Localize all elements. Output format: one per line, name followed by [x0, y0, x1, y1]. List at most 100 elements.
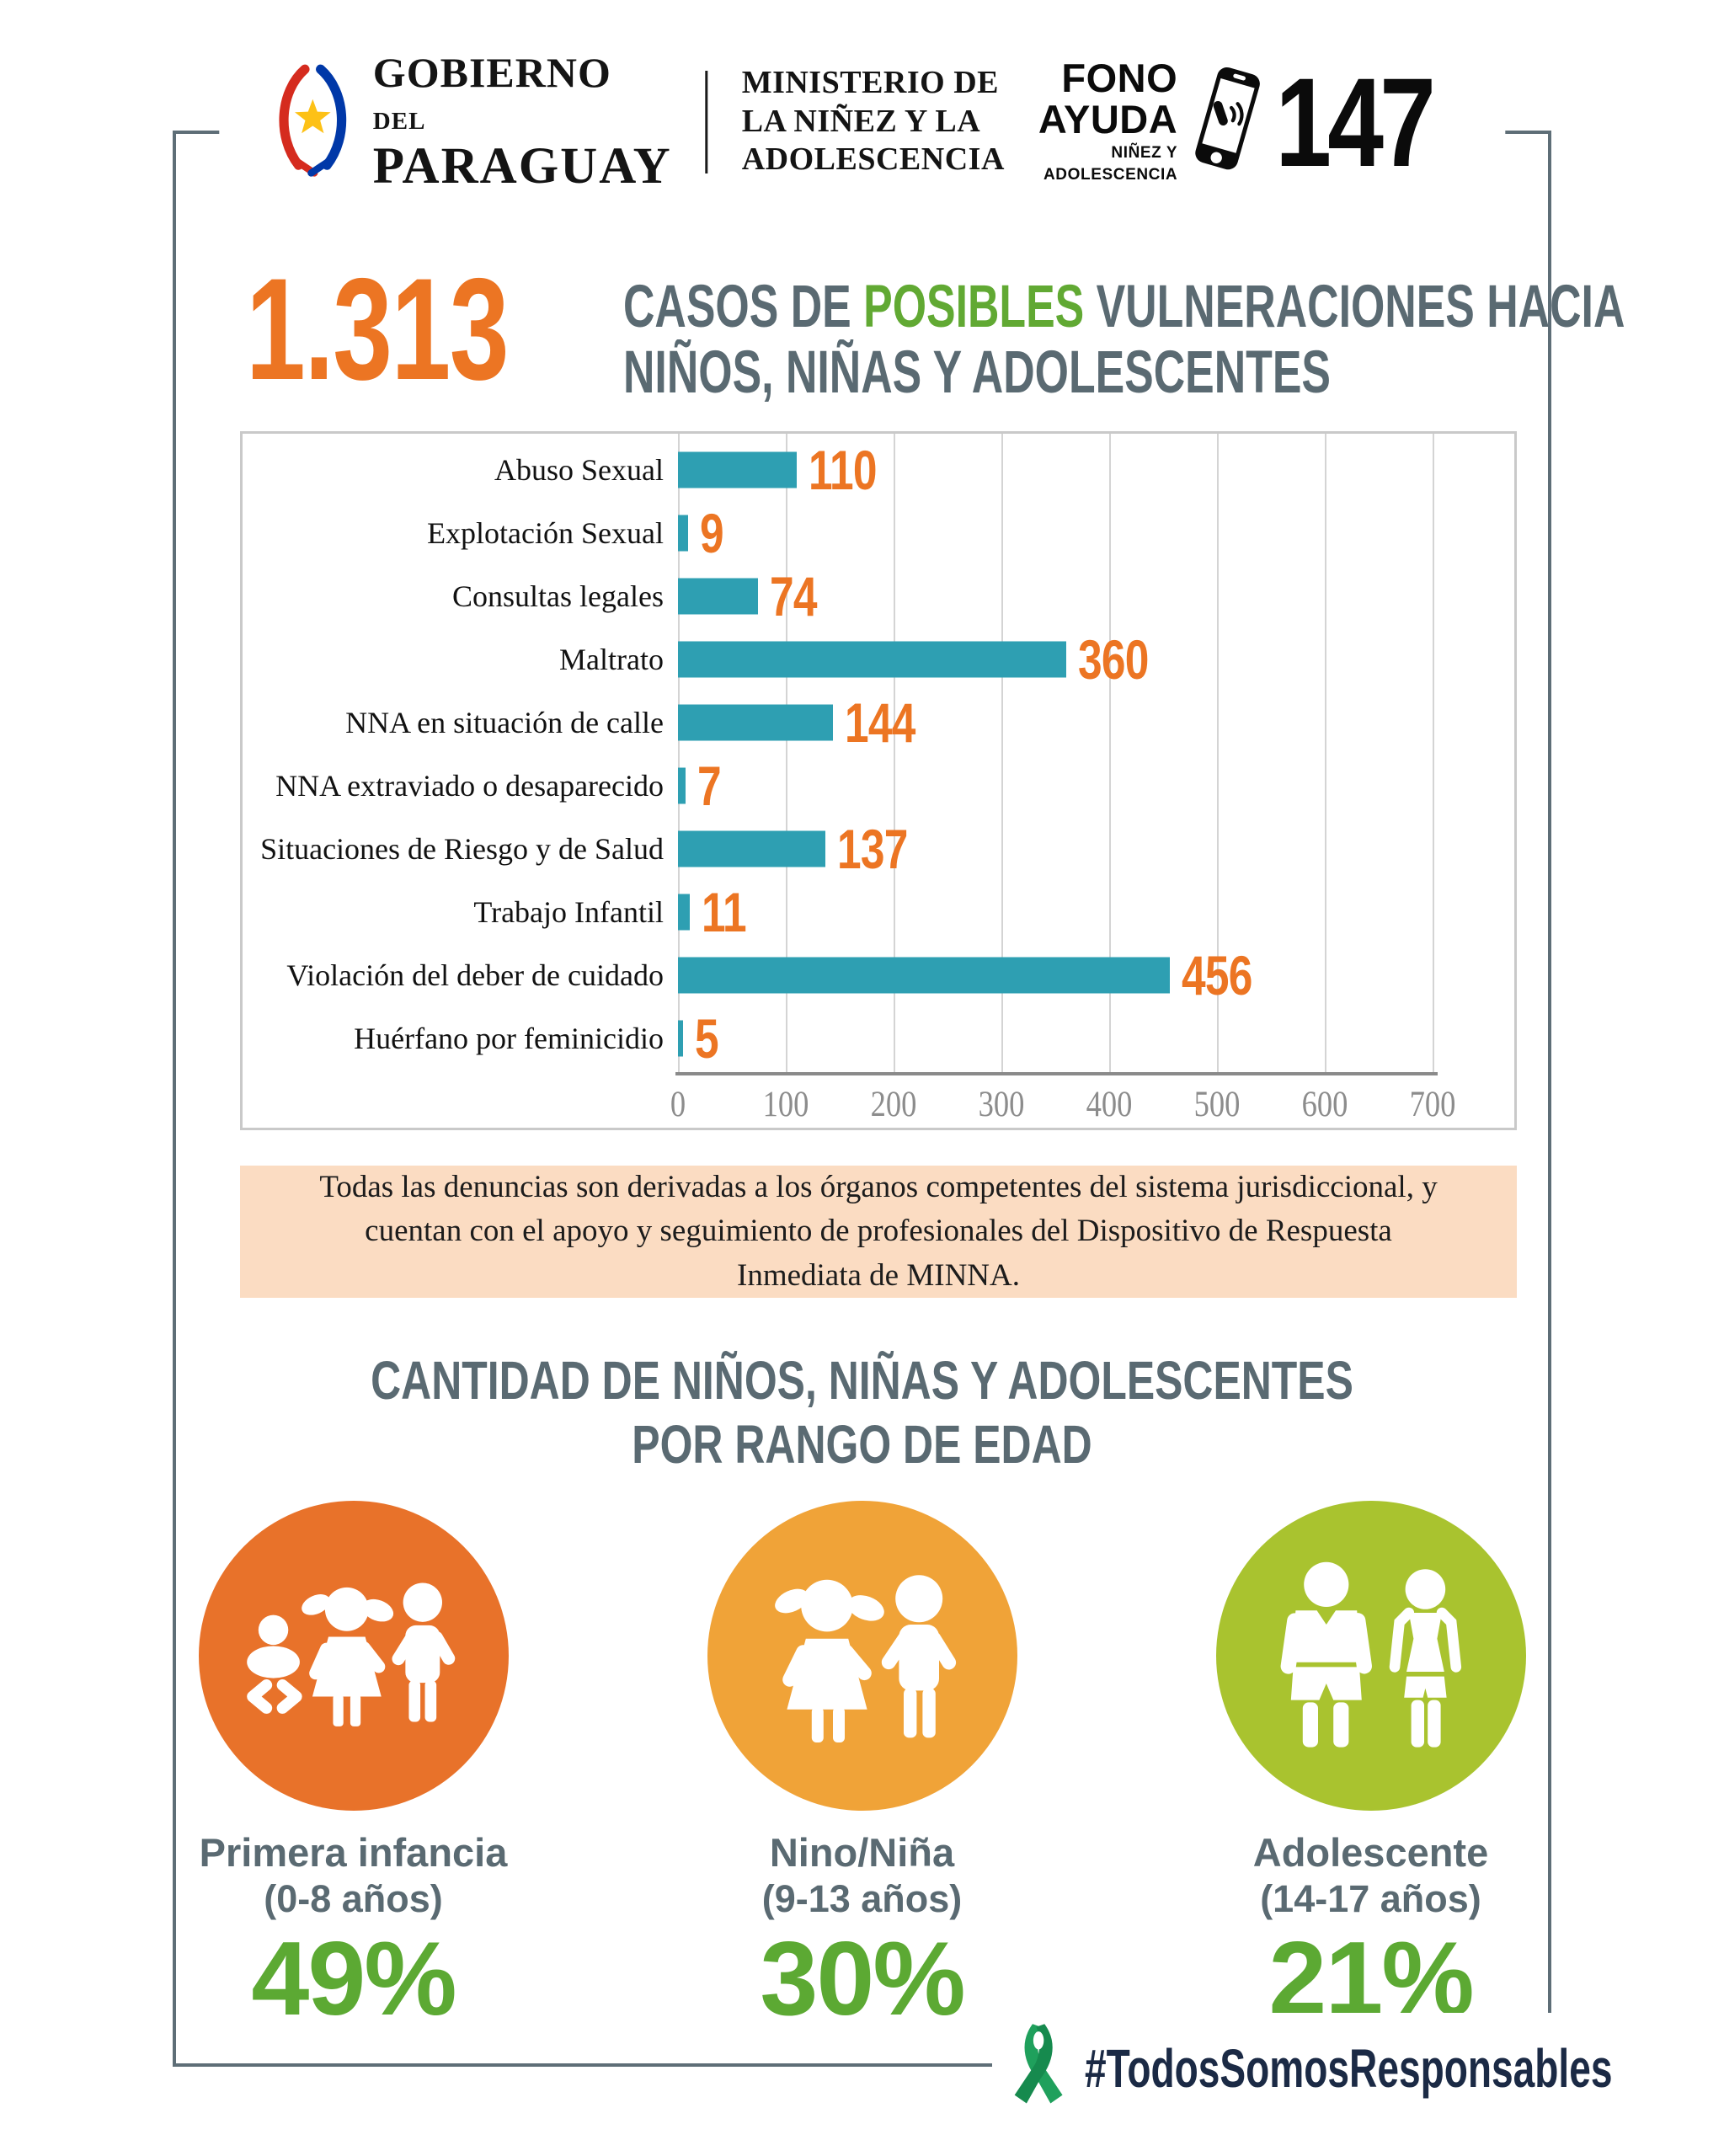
- chart-row: Huérfano por feminicidio 5: [243, 1006, 1514, 1070]
- gridline: [1109, 434, 1111, 1074]
- fono-ayuda-words: FONO AYUDA NIÑEZ Y ADOLESCENCIA: [1038, 55, 1178, 185]
- primera-infancia-circle: [198, 1501, 509, 1811]
- bar: [678, 894, 690, 930]
- header-divider: [705, 70, 708, 173]
- x-tick-label: 400: [1086, 1085, 1133, 1124]
- category-label: Maltrato: [559, 642, 664, 676]
- chart-row: NNA en situación de calle 144: [243, 691, 1514, 754]
- category-label: Huérfano por feminicidio: [354, 1021, 664, 1055]
- group-percent: 49%: [251, 1921, 456, 2038]
- footer: #TodosSomosResponsables: [992, 2013, 1656, 2123]
- category-label: Violación del deber de cuidado: [286, 958, 664, 992]
- x-tick-label: 100: [762, 1085, 809, 1124]
- bar-value: 7: [697, 754, 722, 817]
- group-label: Primera infancia: [199, 1830, 508, 1875]
- fono-sub2: ADOLESCENCIA: [1043, 166, 1178, 184]
- category-label: NNA en situación de calle: [345, 705, 664, 739]
- headline-line1: CASOS DE POSIBLES VULNERACIONES HACIA: [623, 274, 1625, 340]
- x-tick-label: 0: [670, 1085, 686, 1124]
- ministry-line1: MINISTERIO DE: [741, 65, 1000, 101]
- bar-value: 110: [809, 438, 878, 501]
- bar-value: 74: [770, 564, 817, 627]
- gridline: [786, 434, 787, 1074]
- chart-row: Abuso Sexual 110: [243, 438, 1514, 501]
- note-line1: Todas las denuncias son derivadas a los …: [319, 1169, 1438, 1204]
- gobierno-paraguay-logo: GOBIERNO DEL PARAGUAY: [265, 51, 672, 192]
- phone-icon: [1188, 61, 1265, 183]
- age-title-line1: CANTIDAD DE NIÑOS, NIÑAS Y ADOLESCENTES: [371, 1350, 1353, 1411]
- fono-number: 147: [1275, 51, 1436, 193]
- gridlines: [678, 434, 1434, 1074]
- headline-line2: NIÑOS, NIÑAS Y ADOLESCENTES: [623, 339, 1332, 407]
- bar-chart: Abuso Sexual 110 Explotación Sexual 9 Consul…: [240, 431, 1517, 1130]
- header: GOBIERNO DEL PARAGUAY MINISTERIO DE LA N…: [218, 35, 1506, 208]
- chart-row: Explotación Sexual 9: [243, 501, 1514, 564]
- ministry-name: MINISTERIO DE LA NIÑEZ Y LA ADOLESCENCIA: [742, 64, 1005, 179]
- chart-row: Trabajo Infantil 11: [243, 880, 1514, 943]
- ministry-line2: LA NIÑEZ Y LA: [741, 103, 981, 139]
- gov-line1: GOBIERNO: [372, 49, 611, 96]
- group-range: (14-17 años): [1260, 1876, 1481, 1920]
- x-tick-label: 300: [978, 1085, 1025, 1124]
- gobierno-paraguay-text: GOBIERNO DEL PARAGUAY: [373, 51, 672, 192]
- group-label: Nino/Niña: [769, 1830, 955, 1875]
- chart-row: Maltrato 360: [243, 627, 1514, 691]
- fono-word1: FONO: [1061, 55, 1178, 100]
- gridline: [1001, 434, 1003, 1074]
- bar: [678, 767, 686, 803]
- chart-row: Situaciones de Riesgo y de Salud 137: [243, 817, 1514, 880]
- bar-value: 456: [1182, 943, 1252, 1006]
- fono-sub1: NIÑEZ Y: [1111, 143, 1178, 162]
- teen-boy-girl-icon: [1253, 1554, 1489, 1758]
- green-ribbon-icon: [1006, 2018, 1073, 2118]
- age-section-title: CANTIDAD DE NIÑOS, NIÑAS Y ADOLESCENTES …: [0, 1349, 1724, 1476]
- chart-row: Violación del deber de cuidado 456: [243, 943, 1514, 1006]
- x-tick-label: 600: [1301, 1085, 1348, 1124]
- headline-text: CASOS DE POSIBLES VULNERACIONES HACIA NI…: [623, 274, 1724, 407]
- category-label: NNA extraviado o desaparecido: [275, 768, 664, 803]
- bar: [678, 451, 797, 488]
- category-label: Trabajo Infantil: [473, 894, 664, 929]
- hashtag-text: #TodosSomosResponsables: [1085, 2037, 1613, 2099]
- x-tick-label: 200: [870, 1085, 917, 1124]
- age-group-nino-nina: Nino/Niña (9-13 años) 30%: [664, 1501, 1061, 2031]
- note-line2: cuentan con el apoyo y seguimiento de pr…: [365, 1214, 1392, 1249]
- gov-line1-small: DEL: [372, 108, 426, 135]
- paraguay-wreath-icon: [265, 56, 360, 188]
- gridline: [894, 434, 895, 1074]
- x-tick-label: 700: [1409, 1085, 1456, 1124]
- fono-number-wrap: 147: [1275, 59, 1459, 185]
- chart-row: NNA extraviado o desaparecido 7: [243, 754, 1514, 817]
- note-line3: Inmediata de MINNA.: [737, 1257, 1020, 1293]
- group-percent: 30%: [760, 1921, 965, 2038]
- bar-value: 9: [700, 501, 724, 564]
- bar-value: 144: [845, 691, 915, 754]
- group-range: (0-8 años): [264, 1876, 443, 1920]
- x-axis-line: [675, 1072, 1438, 1075]
- adolescente-circle: [1215, 1501, 1526, 1811]
- gridline: [1217, 434, 1219, 1074]
- nino-nina-circle: [707, 1501, 1017, 1811]
- chart-row: Consultas legales 74: [243, 564, 1514, 627]
- bar-value: 360: [1078, 627, 1149, 691]
- group-label: Adolescente: [1252, 1830, 1489, 1875]
- category-label: Explotación Sexual: [427, 515, 664, 550]
- hashtag-wrap: #TodosSomosResponsables: [1085, 2038, 1634, 2099]
- bar-value: 11: [702, 880, 747, 943]
- total-cases-figure: 1.313: [246, 248, 510, 410]
- ministry-line3: ADOLESCENCIA: [741, 141, 1005, 178]
- baby-girl-boy-icon: [227, 1556, 480, 1756]
- bar-value: 5: [695, 1006, 719, 1070]
- bar: [678, 641, 1066, 677]
- bar: [678, 830, 825, 867]
- x-ticks: 0 100 200 300 400 500 600 700: [670, 1084, 1456, 1126]
- headline: 1.313 CASOS DE POSIBLES VULNERACIONES HA…: [246, 248, 1724, 410]
- chart-rows: Abuso Sexual 110 Explotación Sexual 9 Consul…: [243, 438, 1514, 1070]
- note-box: Todas las denuncias son derivadas a los …: [240, 1166, 1517, 1298]
- age-group-primera-infancia: Primera infancia (0-8 años) 49%: [155, 1501, 552, 2031]
- headline-highlight: POSIBLES: [863, 274, 1085, 340]
- age-title-line2: POR RANGO DE EDAD: [632, 1413, 1092, 1475]
- gov-line2: PARAGUAY: [372, 138, 672, 195]
- bar: [678, 578, 758, 614]
